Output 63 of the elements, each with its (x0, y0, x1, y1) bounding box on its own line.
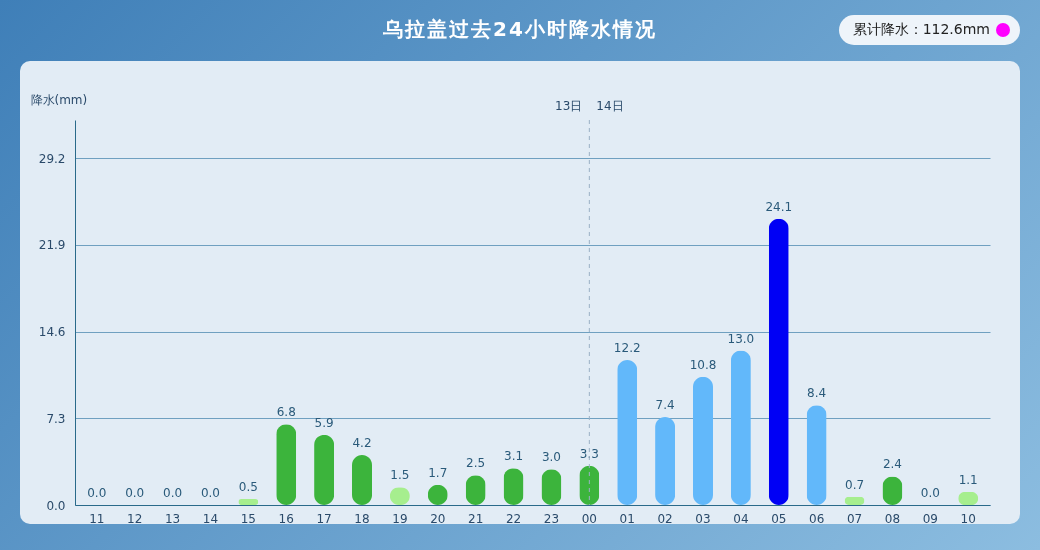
data-label: 0.0 (125, 486, 145, 500)
data-label: 0.0 (163, 486, 183, 500)
data-label: 24.1 (765, 199, 793, 214)
data-label: 1.1 (958, 472, 978, 487)
x-tick-label: 17 (316, 511, 332, 526)
y-tick-label: 29.2 (38, 151, 66, 166)
data-label: 0.0 (87, 486, 107, 500)
data-label: 3.3 (579, 446, 599, 461)
x-tick-label: 19 (392, 511, 408, 526)
y-tick-label: 14.6 (38, 325, 66, 340)
x-tick-label: 12 (127, 511, 143, 526)
data-label: 8.4 (807, 386, 827, 401)
bar (730, 350, 751, 505)
x-tick-label: 23 (543, 511, 560, 526)
y-tick-label: 7.3 (46, 411, 66, 426)
data-label: 12.2 (613, 341, 641, 356)
text: 累计降水：112.6mm (852, 21, 990, 39)
y-tick-label: 0.0 (46, 498, 66, 513)
x-tick-label: 01 (619, 511, 635, 526)
data-label: 3.0 (541, 450, 561, 465)
x-tick-label: 05 (771, 511, 787, 526)
data-label: 3.1 (504, 449, 524, 464)
x-tick-label: 10 (960, 511, 976, 526)
data-label: 0.5 (238, 480, 258, 495)
x-tick-label: 22 (505, 511, 522, 526)
x-tick-label: 06 (809, 511, 825, 526)
data-label: 2.4 (882, 457, 902, 472)
data-label: 5.9 (314, 415, 334, 430)
chart-title: 乌拉盖过去24小时降水情况 (383, 17, 657, 41)
y-tick-label: 21.9 (38, 238, 66, 253)
data-label: 6.8 (276, 405, 296, 420)
x-tick-label: 16 (278, 511, 294, 526)
x-tick-label: 20 (430, 511, 446, 526)
bar (768, 218, 789, 505)
bar (806, 405, 827, 505)
data-label: 1.5 (390, 468, 410, 483)
text: 13日 (555, 99, 583, 113)
data-label: 0.7 (845, 477, 865, 492)
bar (617, 360, 638, 505)
data-label: 4.2 (352, 436, 372, 451)
x-tick-label: 13 (164, 511, 181, 526)
text: 14日 (596, 99, 624, 113)
data-label: 13.0 (727, 331, 755, 346)
data-label: 10.8 (689, 357, 717, 372)
x-tick-label: 07 (846, 511, 863, 526)
x-tick-label: 08 (884, 511, 901, 526)
x-tick-label: 09 (922, 511, 938, 526)
x-tick-label: 18 (354, 511, 370, 526)
x-tick-label: 03 (695, 511, 711, 526)
x-tick-label: 00 (581, 511, 597, 526)
data-label: 0.0 (920, 486, 940, 500)
x-tick-label: 04 (733, 511, 749, 526)
x-tick-label: 02 (657, 511, 673, 526)
x-tick-label: 11 (89, 511, 105, 526)
y-axis-title: 降水(mm) (30, 92, 88, 107)
data-label: 7.4 (655, 398, 675, 413)
data-label: 2.5 (466, 456, 486, 471)
x-tick-label: 14 (202, 511, 219, 526)
bar (693, 376, 713, 505)
data-label: 1.7 (428, 465, 448, 480)
x-tick-label: 15 (240, 511, 256, 526)
data-label: 0.0 (200, 486, 220, 500)
x-tick-label: 21 (468, 511, 484, 526)
